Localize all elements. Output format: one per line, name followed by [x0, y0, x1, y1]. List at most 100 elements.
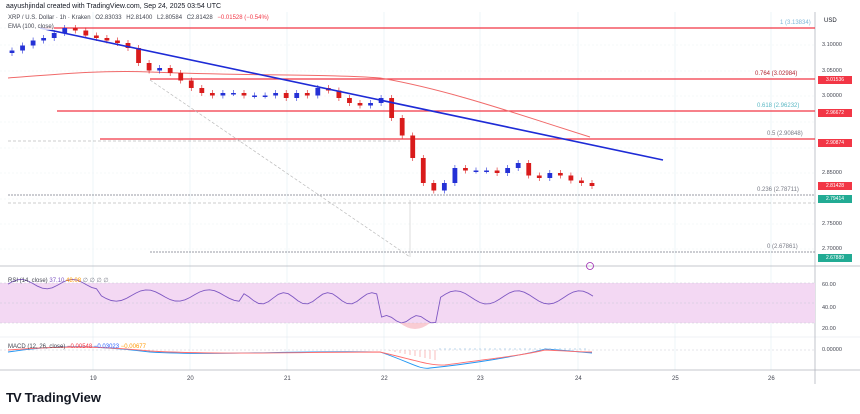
candle-body	[115, 40, 120, 43]
price-tick-label: 2.70000	[822, 246, 842, 252]
candle-body	[199, 88, 205, 93]
candle-body	[178, 73, 184, 81]
candle-body	[557, 173, 563, 176]
candle-body	[104, 38, 110, 41]
tradingview-logo-text: TradingView	[24, 390, 101, 405]
candle-body	[273, 93, 279, 96]
candle-body	[536, 175, 542, 178]
rsi-value: 37.10	[49, 278, 65, 284]
candle-body	[93, 35, 99, 38]
replay-icon	[586, 262, 594, 270]
fib-level-label: 0 (2.67861)	[767, 244, 798, 250]
candle-body	[589, 183, 595, 186]
tradingview-logo[interactable]: TV TradingView	[6, 390, 101, 405]
candle-body	[368, 103, 373, 106]
rsi-oversold-fill	[400, 323, 430, 329]
candle-body	[505, 168, 511, 173]
chart-credit: aayushjindal created with TradingView.co…	[6, 3, 222, 10]
ema-line	[7, 70, 591, 138]
fib-diagonal	[149, 79, 411, 258]
fib-level-label: 0.236 (2.78711)	[757, 187, 799, 193]
indicator-tick-label: 60.00	[822, 282, 836, 288]
candle-body	[252, 95, 257, 97]
candle-body	[136, 48, 141, 63]
candle-body	[579, 180, 584, 183]
candle-body	[515, 163, 521, 168]
candle-body	[441, 183, 447, 191]
price-tick-label: 2.75000	[822, 221, 842, 227]
candle-body	[420, 158, 426, 183]
currency-label: USD	[824, 18, 837, 24]
candle-body	[41, 38, 47, 41]
candle-body	[484, 170, 489, 172]
candle-body	[283, 93, 289, 98]
candle-body	[494, 170, 500, 173]
price-tag: 2.67889	[818, 254, 852, 262]
price-tag: 2.90874	[818, 139, 852, 147]
candle-body	[231, 93, 236, 95]
macd-legend[interactable]: MACD (12, 26, close) −0.00548 −0.03023 −…	[8, 344, 146, 350]
tradingview-logo-icon: TV	[6, 390, 22, 405]
price-tick-label: 2.85000	[822, 170, 842, 176]
ohlc-low: L2.80584	[157, 15, 183, 21]
macd-signal-value: −0.00677	[120, 344, 146, 350]
candle-body	[167, 68, 173, 73]
date-tick-label: 25	[672, 376, 679, 382]
candle-body	[220, 93, 226, 96]
candle-body	[452, 168, 458, 183]
ohlc-open: O2.83033	[95, 15, 122, 21]
candle-body	[51, 33, 57, 38]
date-tick-label: 20	[187, 376, 194, 382]
candle-body	[568, 175, 574, 181]
candle-body	[209, 93, 215, 96]
rsi-ma-value: 48.08	[66, 278, 82, 284]
rsi-line	[7, 278, 594, 324]
candle-body	[547, 173, 553, 178]
fib-level-label: 0.5 (2.90848)	[767, 131, 803, 137]
candle-body	[526, 163, 532, 176]
descending-trendline	[39, 27, 664, 161]
ohlc-change: −0.01528 (−0.54%)	[217, 15, 269, 21]
date-tick-label: 22	[381, 376, 388, 382]
candle-body	[241, 93, 247, 96]
candle-body	[146, 63, 152, 71]
candle-body	[410, 135, 416, 158]
macd-signal-line	[7, 346, 593, 366]
candle-body	[304, 93, 310, 96]
price-tag: 2.96672	[818, 109, 852, 117]
candle-body	[9, 50, 15, 53]
ohlc-close: C2.81428	[186, 15, 213, 21]
macd-name: MACD (12, 26, close)	[8, 344, 66, 350]
date-tick-label: 26	[768, 376, 775, 382]
indicator-tick-label: 20.00	[822, 326, 836, 332]
ema-legend[interactable]: EMA (100, close)	[8, 24, 54, 30]
candle-body	[20, 45, 25, 51]
candle-body	[62, 28, 68, 33]
candle-body	[399, 118, 405, 136]
candle-body	[262, 95, 268, 97]
ohlc-high: H2.81400	[126, 15, 153, 21]
symbol-name[interactable]: XRP / U.S. Dollar · 1h · Kraken	[8, 15, 91, 21]
date-tick-label: 19	[90, 376, 97, 382]
candle-body	[157, 68, 163, 71]
rsi-name: RSI (14, close)	[8, 278, 48, 284]
candle-body	[72, 28, 78, 31]
date-tick-label: 23	[477, 376, 484, 382]
candle-body	[30, 40, 36, 46]
candle-body	[125, 43, 131, 48]
rsi-extra: ∅ ∅ ∅ ∅	[82, 278, 109, 284]
candle-body	[357, 103, 363, 106]
candle-body	[389, 98, 395, 118]
fib-level-label: 0.618 (2.96232)	[757, 103, 800, 109]
rsi-band	[0, 283, 815, 323]
candle-body	[473, 170, 479, 172]
price-tag: 2.81428	[818, 182, 852, 190]
candle-body	[463, 168, 468, 171]
candle-body	[83, 30, 89, 36]
indicator-tick-label: 40.00	[822, 305, 836, 311]
date-tick-label: 24	[575, 376, 582, 382]
date-tick-label: 21	[284, 376, 291, 382]
fib-level-label: 0.764 (3.02984)	[755, 71, 798, 77]
rsi-legend[interactable]: RSI (14, close) 37.10 48.08 ∅ ∅ ∅ ∅	[8, 277, 109, 284]
